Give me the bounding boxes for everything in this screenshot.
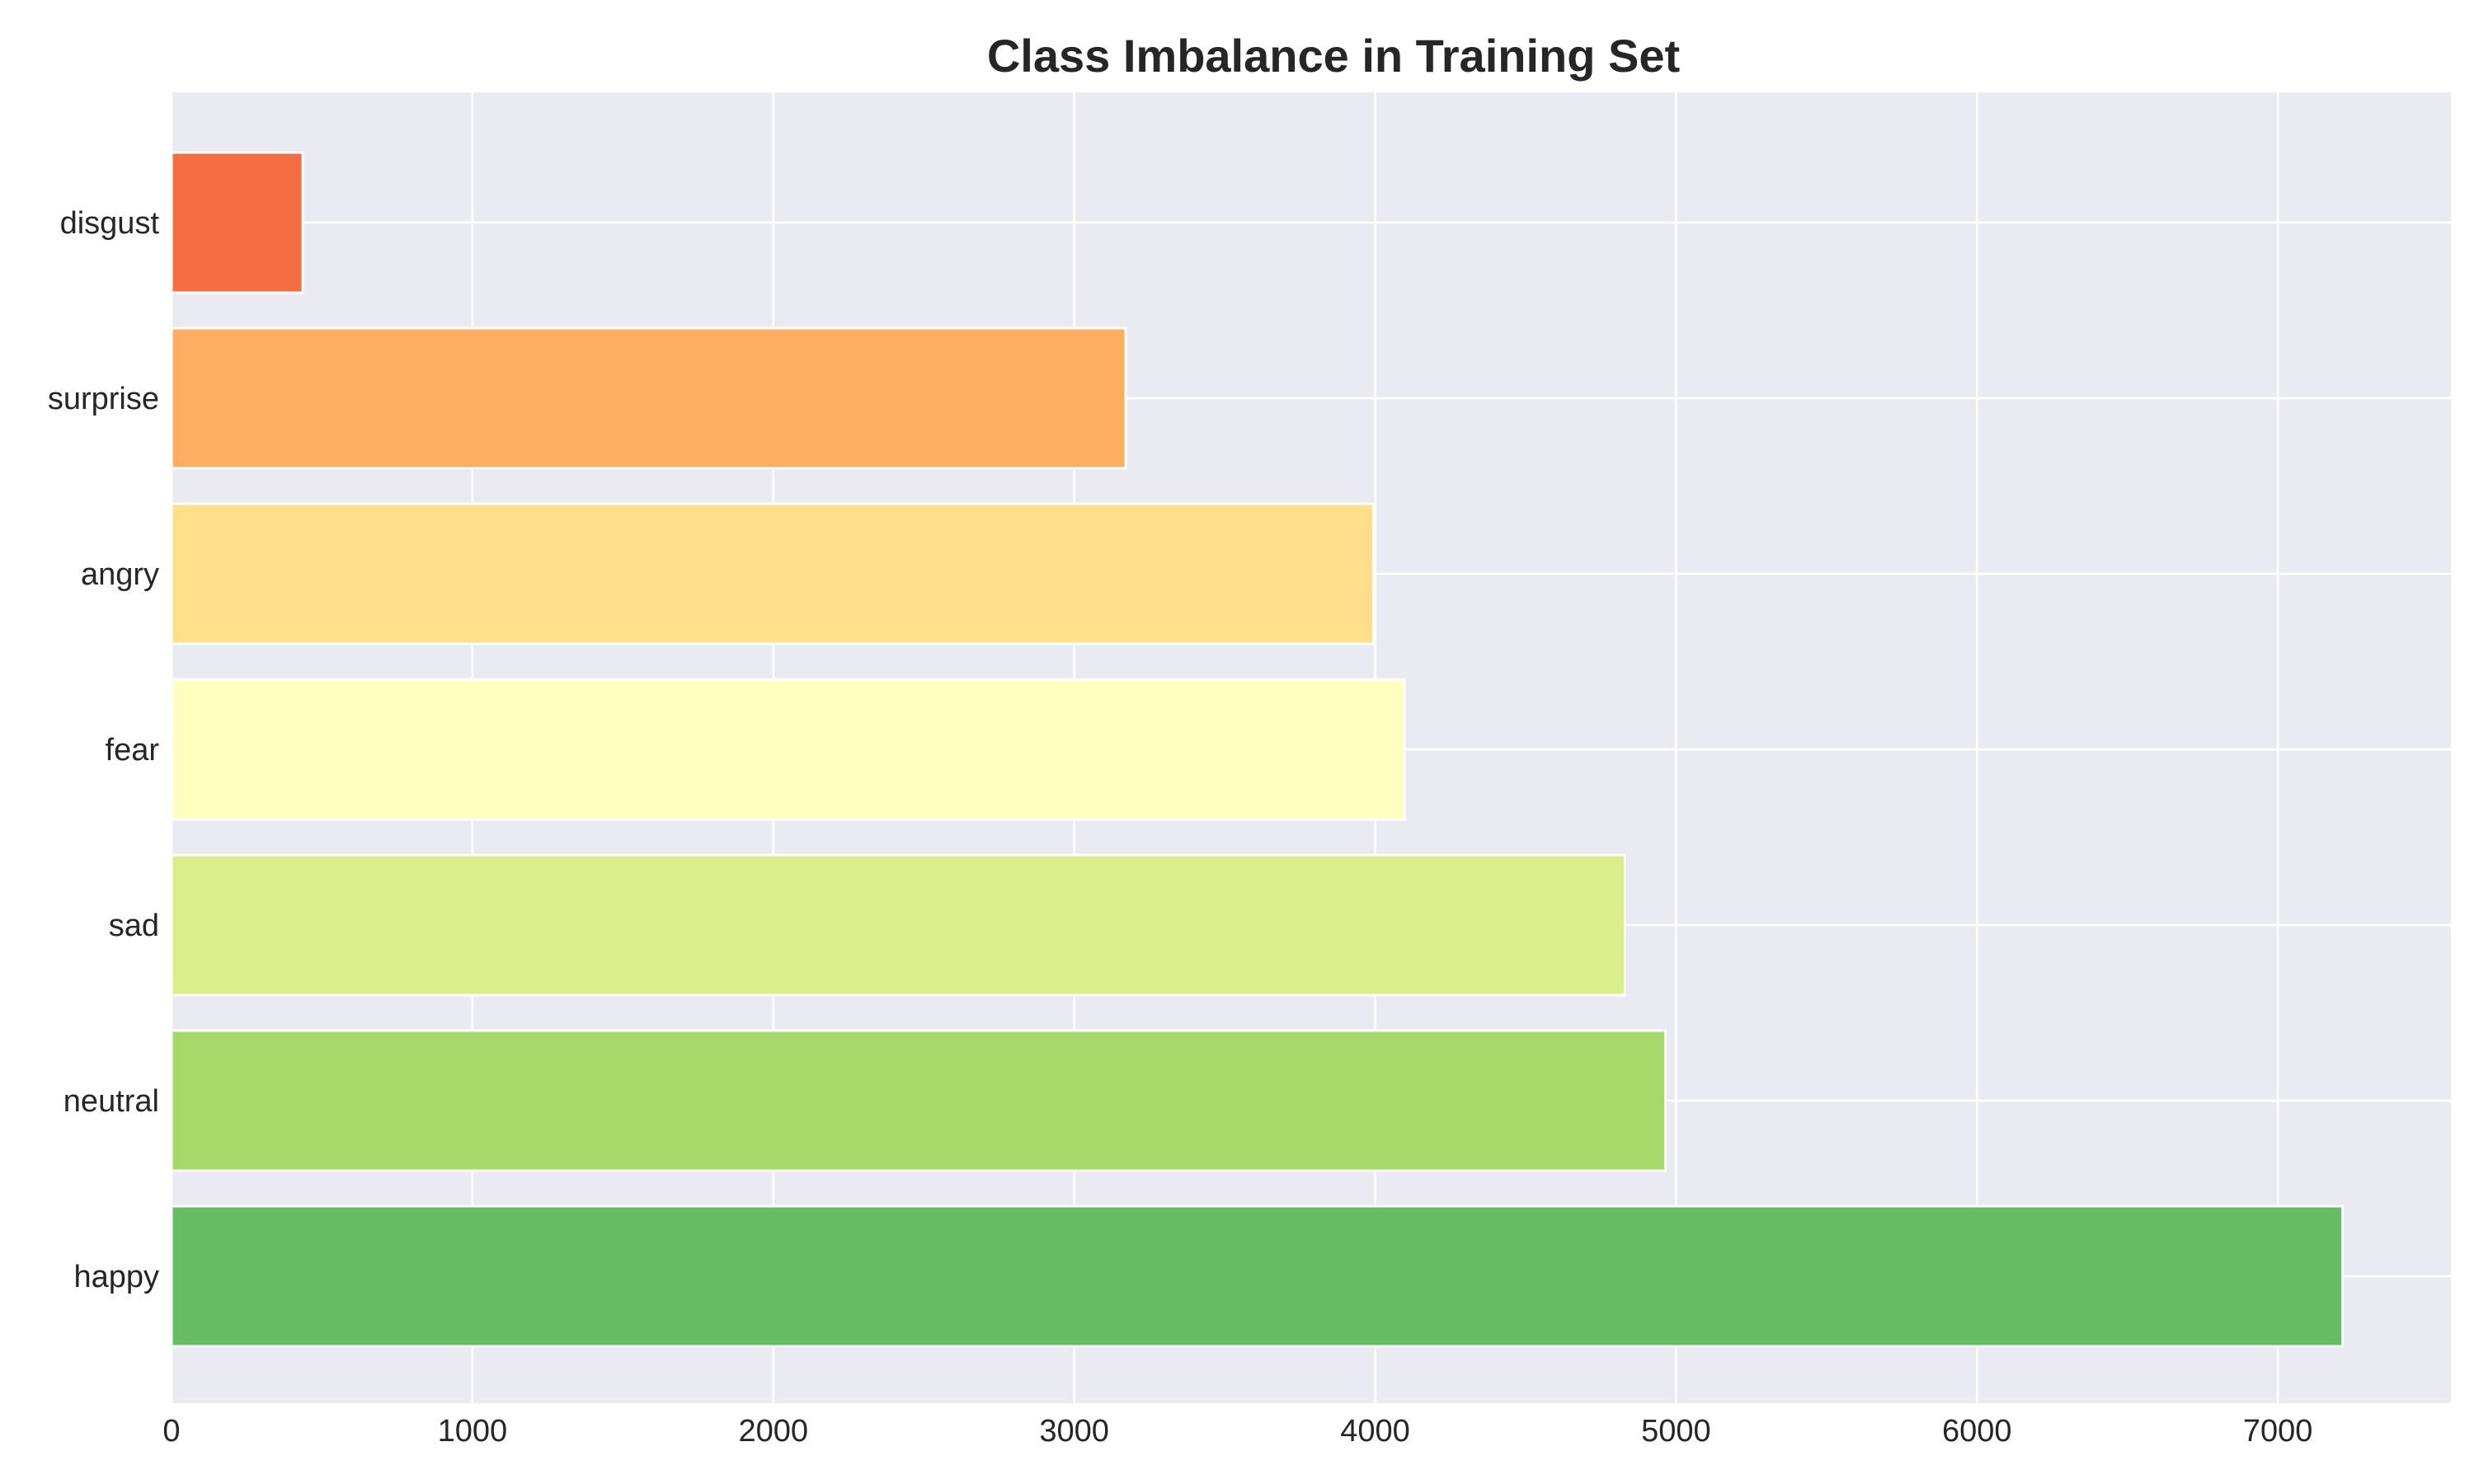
x-tick-label: 3000 [1039,1414,1109,1449]
y-tick-label: neutral [63,1084,159,1119]
bar-disgust [170,151,304,294]
bar-surprise [170,326,1127,470]
y-tick-label: sad [109,909,159,943]
x-tick-label: 1000 [438,1414,508,1449]
chart-title: Class Imbalance in Training Set [987,30,1680,82]
bar-happy [170,1205,2345,1348]
y-axis-ticks: happy neutral sad fear angry surprise disgust [48,206,160,1294]
bar-angry [170,502,1376,646]
y-tick-label: surprise [48,382,159,416]
x-tick-label: 2000 [738,1414,808,1449]
x-tick-label: 5000 [1641,1414,1711,1449]
y-tick-label: fear [106,733,160,768]
x-tick-label: 4000 [1340,1414,1410,1449]
bars [170,151,2345,1348]
y-tick-label: disgust [60,206,160,241]
x-axis-ticks: 0 1000 2000 3000 4000 5000 6000 7000 [162,1414,2312,1449]
x-tick-label: 0 [162,1414,180,1449]
x-tick-label: 6000 [1942,1414,2012,1449]
y-tick-label: happy [73,1260,159,1294]
bar-fear [170,678,1406,821]
bar-neutral [170,1029,1667,1172]
x-tick-label: 7000 [2243,1414,2313,1449]
y-tick-label: angry [81,557,159,592]
bar-sad [170,853,1626,997]
